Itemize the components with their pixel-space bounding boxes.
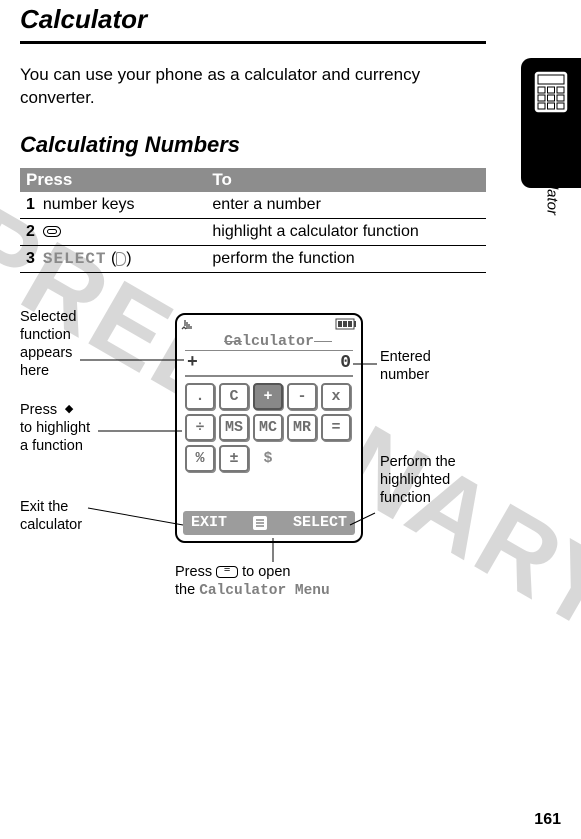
key-grid: . C + - x ÷ MS MC MR = % ± $ [185,383,353,472]
table-row: 2 highlight a calculator function [20,218,486,245]
key-mr[interactable]: MR [287,414,317,441]
entered-number: 0 [340,353,351,373]
step-number: 3 [26,250,43,267]
press-cell: SELECT [43,250,107,268]
key-row-3: % ± $ [185,445,353,472]
battery-icon [335,318,357,330]
callout-entered: Entered number [380,348,431,384]
key-plus[interactable]: + [253,383,283,410]
nav-diamond-icon: ◆ [61,402,77,418]
to-cell: highlight a calculator function [206,218,486,245]
page-title: Calculator [20,0,486,44]
calc-title: Calculator [185,333,353,351]
key-divide[interactable]: ÷ [185,414,215,441]
menu-icon[interactable] [249,515,271,531]
callout-perform: Perform the highlighted function [380,453,456,507]
callout-menu: Press to open the Calculator Menu [175,563,330,600]
phone-screen: Calculator + 0 . C + - x ÷ MS MC MR [175,313,363,543]
table-header-press: Press [20,168,206,192]
selected-operator: + [187,353,198,373]
key-percent[interactable]: % [185,445,215,472]
side-tab-label: Calculator [544,147,561,215]
intro-paragraph: You can use your phone as a calculator a… [20,64,486,110]
callout-highlight: Press ◆ to highlight a function [20,401,90,455]
page-number: 161 [534,811,561,829]
callout-exit: Exit the calculator [20,498,82,534]
calc-display: + 0 [185,351,353,377]
key-minus[interactable]: - [287,383,317,410]
key-mc[interactable]: MC [253,414,283,441]
key-ms[interactable]: MS [219,414,249,441]
softkey-row: EXIT SELECT [183,511,355,535]
status-bar [177,315,361,333]
table-row: 3SELECT () perform the function [20,245,486,272]
softkey-exit[interactable]: EXIT [191,514,227,531]
key-clear[interactable]: C [219,383,249,410]
page-content: Calculator You can use your phone as a c… [0,0,581,839]
instructions-table: Press To 1number keys enter a number 2 h… [20,168,486,273]
nav-key-icon [43,226,61,237]
diagram-area: Calculator + 0 . C + - x ÷ MS MC MR [20,313,486,653]
table-header-to: To [206,168,486,192]
key-plusminus[interactable]: ± [219,445,249,472]
callout-selected: Selected function appears here [20,308,76,381]
key-row-2: ÷ MS MC MR = [185,414,353,441]
step-number: 2 [26,223,43,240]
key-currency[interactable]: $ [253,445,283,472]
key-multiply[interactable]: x [321,383,351,410]
table-row: 1number keys enter a number [20,192,486,219]
calculator-icon [533,70,569,114]
paren-close: ) [126,250,131,267]
key-equals[interactable]: = [321,414,351,441]
key-dot[interactable]: . [185,383,215,410]
section-heading: Calculating Numbers [20,132,486,158]
softkey-select[interactable]: SELECT [293,514,347,531]
signal-icon [181,318,201,330]
key-row-1: . C + - x [185,383,353,410]
right-softkey-icon [116,252,126,266]
menu-key-icon [216,566,238,578]
step-number: 1 [26,196,43,213]
press-cell: number keys [43,196,135,213]
paren-open: ( [107,250,117,267]
to-cell: perform the function [206,245,486,272]
to-cell: enter a number [206,192,486,219]
